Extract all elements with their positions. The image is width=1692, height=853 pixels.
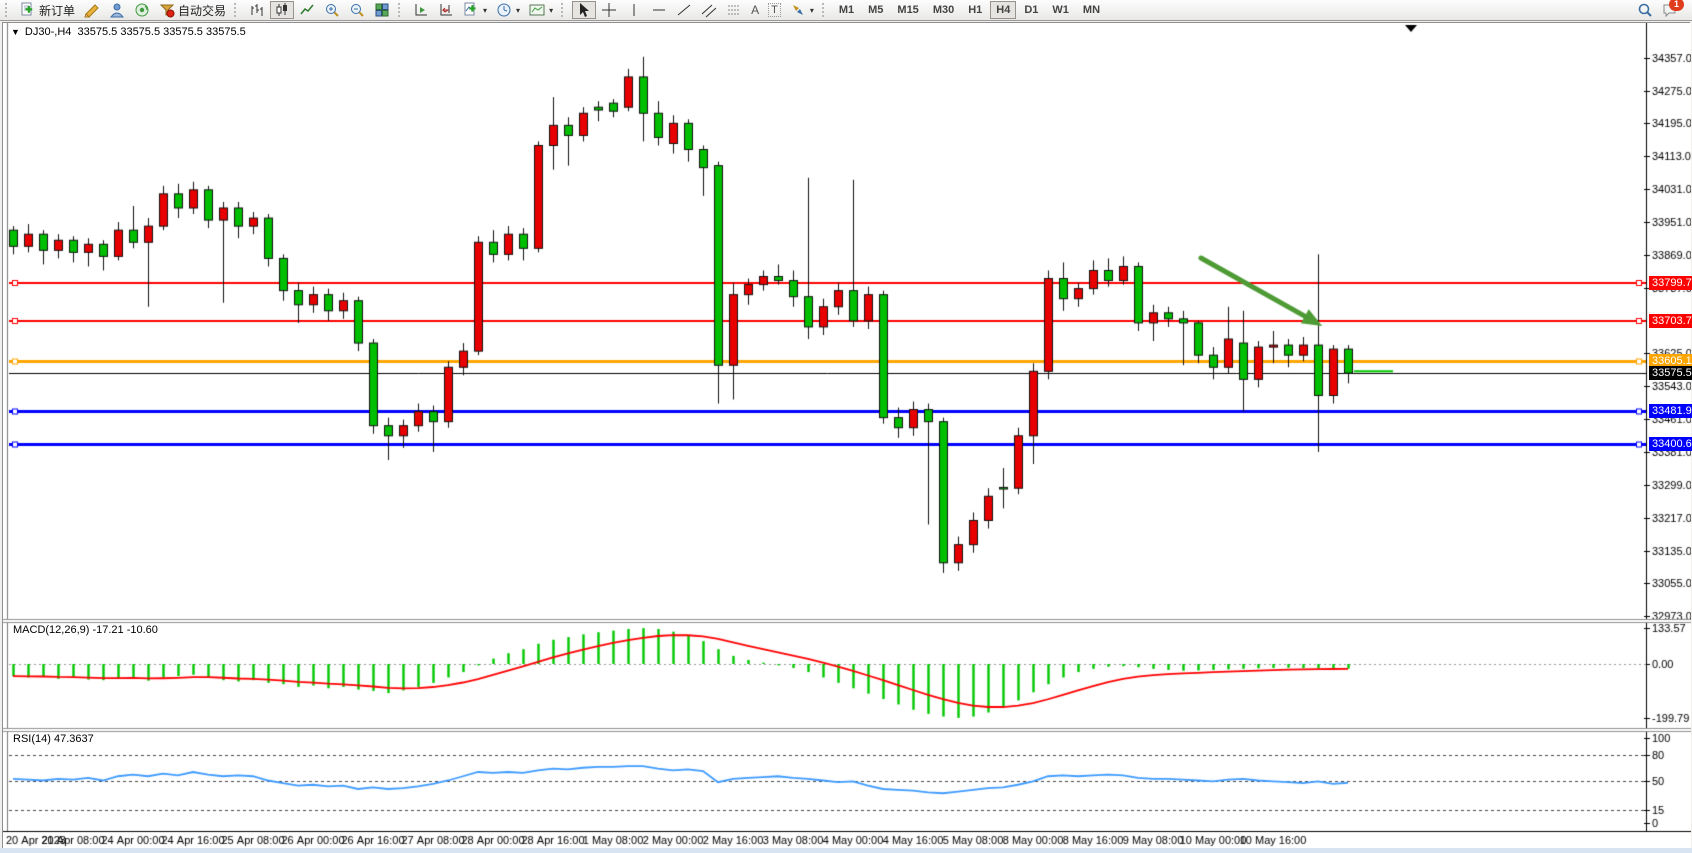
bar-chart-button[interactable] — [245, 1, 269, 19]
new-order-label: 新订单 — [39, 3, 76, 18]
templates-button[interactable]: ▾ — [525, 1, 557, 19]
chart-ohlc-values: 33575.5 33575.5 33575.5 33575.5 — [77, 26, 246, 38]
text-tool-icon: A — [751, 3, 760, 17]
auto-scroll-button[interactable] — [409, 1, 433, 19]
label-tool-icon: T — [768, 3, 781, 17]
new-order-button[interactable]: 新订单 — [16, 1, 79, 19]
indicators-icon — [463, 2, 479, 18]
tile-windows-button[interactable] — [370, 1, 394, 19]
main-toolbar: 新订单 自动交易 — [0, 0, 1692, 21]
chevron-down-icon: ▾ — [483, 5, 488, 15]
horizontal-line-tool-button[interactable] — [647, 1, 671, 19]
auto-trading-label: 自动交易 — [178, 3, 227, 18]
trendline-tool-button[interactable] — [672, 1, 696, 19]
chevron-down-icon: ▾ — [549, 5, 554, 15]
new-order-icon — [20, 2, 36, 18]
crayons-button[interactable] — [80, 1, 104, 19]
toolbar-grip — [234, 3, 241, 17]
auto-trading-icon — [159, 2, 175, 18]
line-chart-button[interactable] — [295, 1, 319, 19]
price-line-label-33703.7: 33703.7 — [1649, 314, 1692, 328]
timeframe-group: M1 M5 M15 M30 H1 H4 D1 W1 MN — [833, 1, 1106, 19]
timeframe-mn-button[interactable]: MN — [1077, 1, 1106, 19]
label-tool-button[interactable]: T — [764, 1, 785, 19]
rsi-indicator-label: RSI(14) 47.3637 — [13, 733, 94, 745]
price-line-label-33605.1: 33605.1 — [1649, 354, 1692, 368]
timeframe-h4-button[interactable]: H4 — [990, 1, 1017, 19]
search-icon — [1637, 2, 1653, 18]
signal-icon — [134, 2, 150, 18]
crosshair-tool-button[interactable] — [597, 1, 621, 19]
channel-tool-button[interactable] — [697, 1, 721, 19]
chart-window: ▼ DJ30-,H4 33575.5 33575.5 33575.5 33575.… — [2, 22, 1692, 849]
timeframe-m15-button[interactable]: M15 — [891, 1, 924, 19]
tile-windows-icon — [374, 2, 390, 18]
zoom-in-icon — [324, 2, 340, 18]
signals-button[interactable] — [130, 1, 154, 19]
arrows-icon — [790, 2, 806, 18]
template-icon — [529, 2, 545, 18]
macd-indicator-label: MACD(12,26,9) -17.21 -10.60 — [13, 624, 158, 636]
bar-chart-icon — [249, 2, 265, 18]
vertical-line-icon — [626, 2, 642, 18]
equidistant-channel-icon — [701, 2, 717, 18]
candlestick-chart-button[interactable] — [270, 1, 295, 19]
toolbar-grip — [5, 3, 12, 17]
notification-badge: 1 — [1669, 0, 1684, 11]
fibonacci-tool-button[interactable] — [722, 1, 746, 19]
trendline-icon — [676, 2, 692, 18]
notifications-button[interactable]: 1 — [1658, 0, 1684, 19]
chevron-down-icon: ▾ — [516, 5, 521, 15]
arrows-tool-button[interactable]: ▾ — [786, 1, 818, 19]
toolbar-grip — [821, 3, 829, 17]
chart-shift-button[interactable] — [434, 1, 458, 19]
chart-shift-icon — [438, 2, 454, 18]
crosshair-icon — [601, 2, 617, 18]
timeframe-m1-button[interactable]: M1 — [833, 1, 860, 19]
price-line-label-33481.9: 33481.9 — [1649, 404, 1692, 418]
timeframe-w1-button[interactable]: W1 — [1046, 1, 1075, 19]
toolbar-grip — [398, 3, 405, 17]
chart-canvas[interactable] — [3, 23, 1691, 849]
chart-title: ▼ DJ30-,H4 33575.5 33575.5 33575.5 33575.… — [11, 26, 246, 38]
status-bar — [0, 848, 1692, 853]
toolbar-grip — [561, 3, 568, 17]
price-line-label-33799.7: 33799.7 — [1649, 276, 1692, 290]
cursor-tool-button[interactable] — [572, 1, 597, 19]
text-tool-button[interactable]: A — [747, 1, 763, 19]
search-button[interactable] — [1633, 1, 1657, 19]
periods-button[interactable]: ▾ — [492, 1, 524, 19]
fibonacci-icon — [726, 2, 742, 18]
candlestick-chart-icon — [274, 2, 290, 18]
clock-icon — [496, 2, 512, 18]
line-chart-icon — [299, 2, 315, 18]
chart-symbol-period: DJ30-,H4 — [24, 26, 72, 38]
vertical-line-tool-button[interactable] — [622, 1, 646, 19]
price-line-label-33575.5: 33575.5 — [1649, 366, 1692, 380]
indicators-button[interactable]: ▾ — [459, 1, 491, 19]
auto-scroll-icon — [413, 2, 429, 18]
zoom-in-button[interactable] — [320, 1, 344, 19]
timeframe-h1-button[interactable]: H1 — [962, 1, 988, 19]
zoom-out-icon — [349, 2, 365, 18]
timeframe-d1-button[interactable]: D1 — [1018, 1, 1044, 19]
zoom-out-button[interactable] — [345, 1, 369, 19]
community-button[interactable] — [105, 1, 129, 19]
horizontal-line-icon — [651, 2, 667, 18]
timeframe-m30-button[interactable]: M30 — [927, 1, 960, 19]
crayon-icon — [84, 2, 100, 18]
cursor-icon — [576, 2, 592, 18]
auto-trading-button[interactable]: 自动交易 — [155, 1, 230, 19]
chart-collapse-icon[interactable]: ▼ — [11, 27, 20, 37]
person-icon — [109, 2, 125, 18]
chevron-down-icon: ▾ — [809, 5, 814, 15]
chat-bubble-icon: 1 — [1662, 0, 1684, 18]
timeframe-m5-button[interactable]: M5 — [862, 1, 889, 19]
price-line-label-33400.6: 33400.6 — [1649, 437, 1692, 451]
